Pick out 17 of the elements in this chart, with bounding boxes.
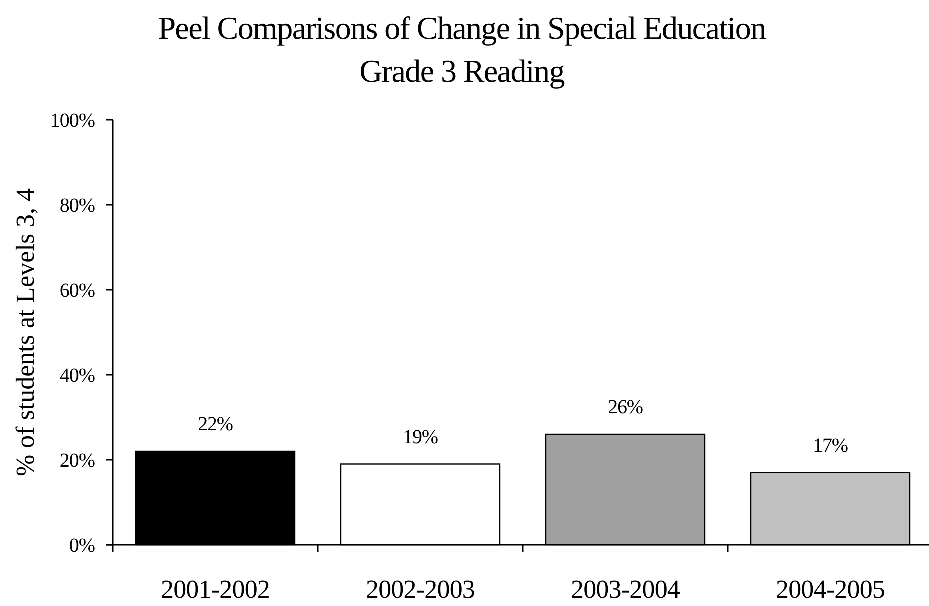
y-tick-label: 60%	[60, 280, 95, 302]
y-axis-title: % of students at Levels 3, 4	[11, 188, 40, 477]
chart-title: Peel Comparisons of Change in Special Education	[158, 10, 767, 46]
y-tick-label: 20%	[60, 450, 95, 472]
x-tick-label: 2002-2003	[366, 575, 476, 604]
y-tick-label: 40%	[60, 365, 95, 387]
chart-subtitle: Grade 3 Reading	[360, 53, 566, 89]
y-tick-label: 100%	[50, 110, 95, 132]
y-tick-label: 80%	[60, 195, 95, 217]
data-label: 19%	[403, 426, 438, 448]
data-label: 26%	[608, 396, 643, 418]
y-tick-label: 0%	[69, 535, 95, 557]
x-tick-label: 2001-2002	[160, 575, 270, 604]
data-label: 17%	[813, 434, 848, 457]
data-label: 22%	[198, 414, 233, 436]
x-tick-label: 2003-2004	[570, 575, 680, 604]
x-tick-label: 2004-2005	[776, 575, 886, 604]
